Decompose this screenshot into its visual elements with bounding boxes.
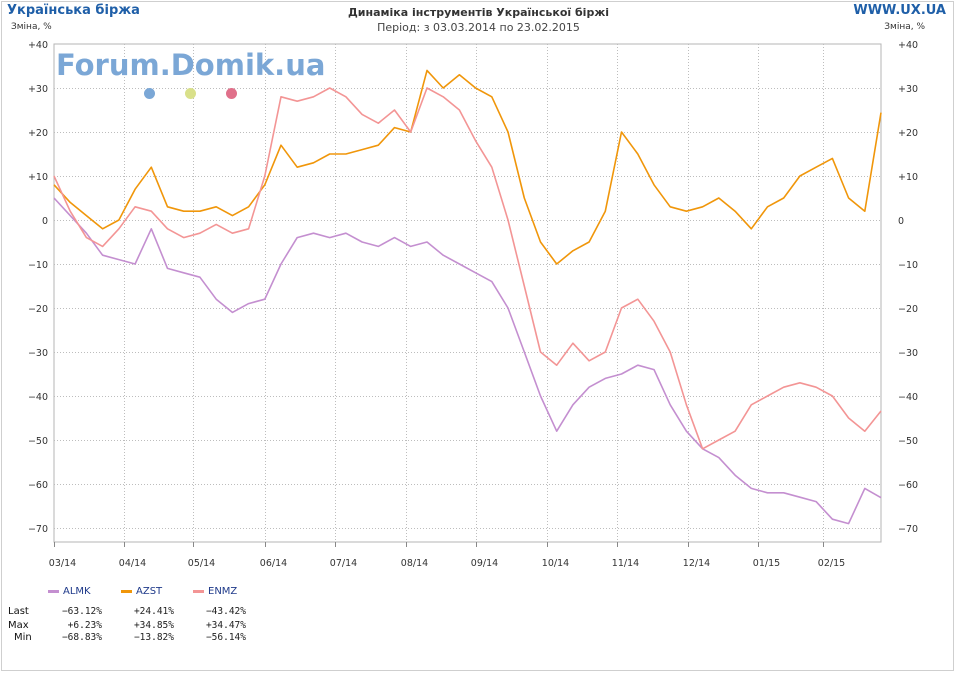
x-tick-label: 12/14 [683, 558, 710, 569]
stat-value: −43.42% [205, 606, 246, 617]
stat-label: Min [14, 632, 32, 643]
stat-value: +34.47% [205, 620, 246, 631]
watermark-dot-blue [144, 88, 155, 99]
watermark-dot-yellow [185, 88, 196, 99]
y-axis-label-right: Зміна, % [884, 22, 925, 32]
x-tick-label: 08/14 [401, 558, 428, 569]
series-line-almk [53, 197, 882, 525]
brand-right[interactable]: WWW.UX.UA [853, 3, 946, 18]
plot-area [53, 43, 882, 543]
x-tick-label: 11/14 [612, 558, 639, 569]
y-tick-label-right: −20 [898, 304, 918, 315]
y-tick-label-left: −70 [28, 524, 48, 535]
x-tick-label: 09/14 [471, 558, 498, 569]
x-tick-label: 02/15 [818, 558, 845, 569]
watermark-dot-red [226, 88, 237, 99]
legend-label: ALMK [63, 586, 91, 597]
x-tick-label: 05/14 [188, 558, 215, 569]
chart-subtitle: Період: з 03.03.2014 по 23.02.2015 [377, 21, 580, 34]
y-tick-label-left: −30 [28, 348, 48, 359]
stat-value: −63.12% [61, 606, 102, 617]
legend-item-almk[interactable]: ALMK [48, 586, 91, 597]
y-tick-label-left: −40 [28, 392, 48, 403]
y-tick-label-right: −60 [898, 480, 918, 491]
series-line-azst [53, 69, 882, 265]
stat-label: Last [8, 606, 29, 617]
legend-swatch [193, 590, 204, 593]
y-tick-label-right: −50 [898, 436, 918, 447]
x-tick-label: 03/14 [49, 558, 76, 569]
x-tick-label: 04/14 [119, 558, 146, 569]
legend-swatch [48, 590, 59, 593]
y-tick-label-right: +20 [898, 128, 918, 139]
y-tick-label-left: +10 [28, 172, 48, 183]
stat-value: −68.83% [61, 632, 102, 643]
stat-label: Max [8, 620, 29, 631]
y-tick-label-left: +20 [28, 128, 48, 139]
y-tick-label-right: −40 [898, 392, 918, 403]
x-tick-label: 06/14 [260, 558, 287, 569]
y-axis-label-left: Зміна, % [11, 22, 52, 32]
brand-left[interactable]: Українська біржа [7, 3, 140, 18]
y-tick-label-right: +40 [898, 40, 918, 51]
x-tick-label: 01/15 [753, 558, 780, 569]
y-tick-label-right: −30 [898, 348, 918, 359]
y-tick-label-right: −70 [898, 524, 918, 535]
y-tick-label-right: 0 [898, 216, 904, 227]
legend-item-enmz[interactable]: ENMZ [193, 586, 237, 597]
y-tick-label-left: +30 [28, 84, 48, 95]
legend-swatch [121, 590, 132, 593]
y-tick-label-left: −20 [28, 304, 48, 315]
y-tick-label-left: −60 [28, 480, 48, 491]
y-tick-label-right: −10 [898, 260, 918, 271]
stat-value: +6.23% [67, 620, 102, 631]
chart-title: Динаміка інструментів Української біржі [347, 6, 610, 19]
stat-value: +34.85% [133, 620, 174, 631]
y-tick-label-right: +30 [898, 84, 918, 95]
watermark-logo: Forum.Domik.ua [56, 48, 326, 82]
legend-label: AZST [136, 586, 163, 597]
legend-item-azst[interactable]: AZST [121, 586, 162, 597]
stat-value: −13.82% [133, 632, 174, 643]
y-tick-label-left: −50 [28, 436, 48, 447]
x-tick-label: 07/14 [330, 558, 357, 569]
y-tick-label-left: −10 [28, 260, 48, 271]
x-tick-label: 10/14 [542, 558, 569, 569]
y-tick-label-right: +10 [898, 172, 918, 183]
series-line-enmz [53, 87, 882, 450]
y-tick-label-left: 0 [42, 216, 48, 227]
y-tick-label-left: +40 [28, 40, 48, 51]
stat-value: +24.41% [133, 606, 174, 617]
legend-label: ENMZ [208, 586, 238, 597]
stat-value: −56.14% [205, 632, 246, 643]
